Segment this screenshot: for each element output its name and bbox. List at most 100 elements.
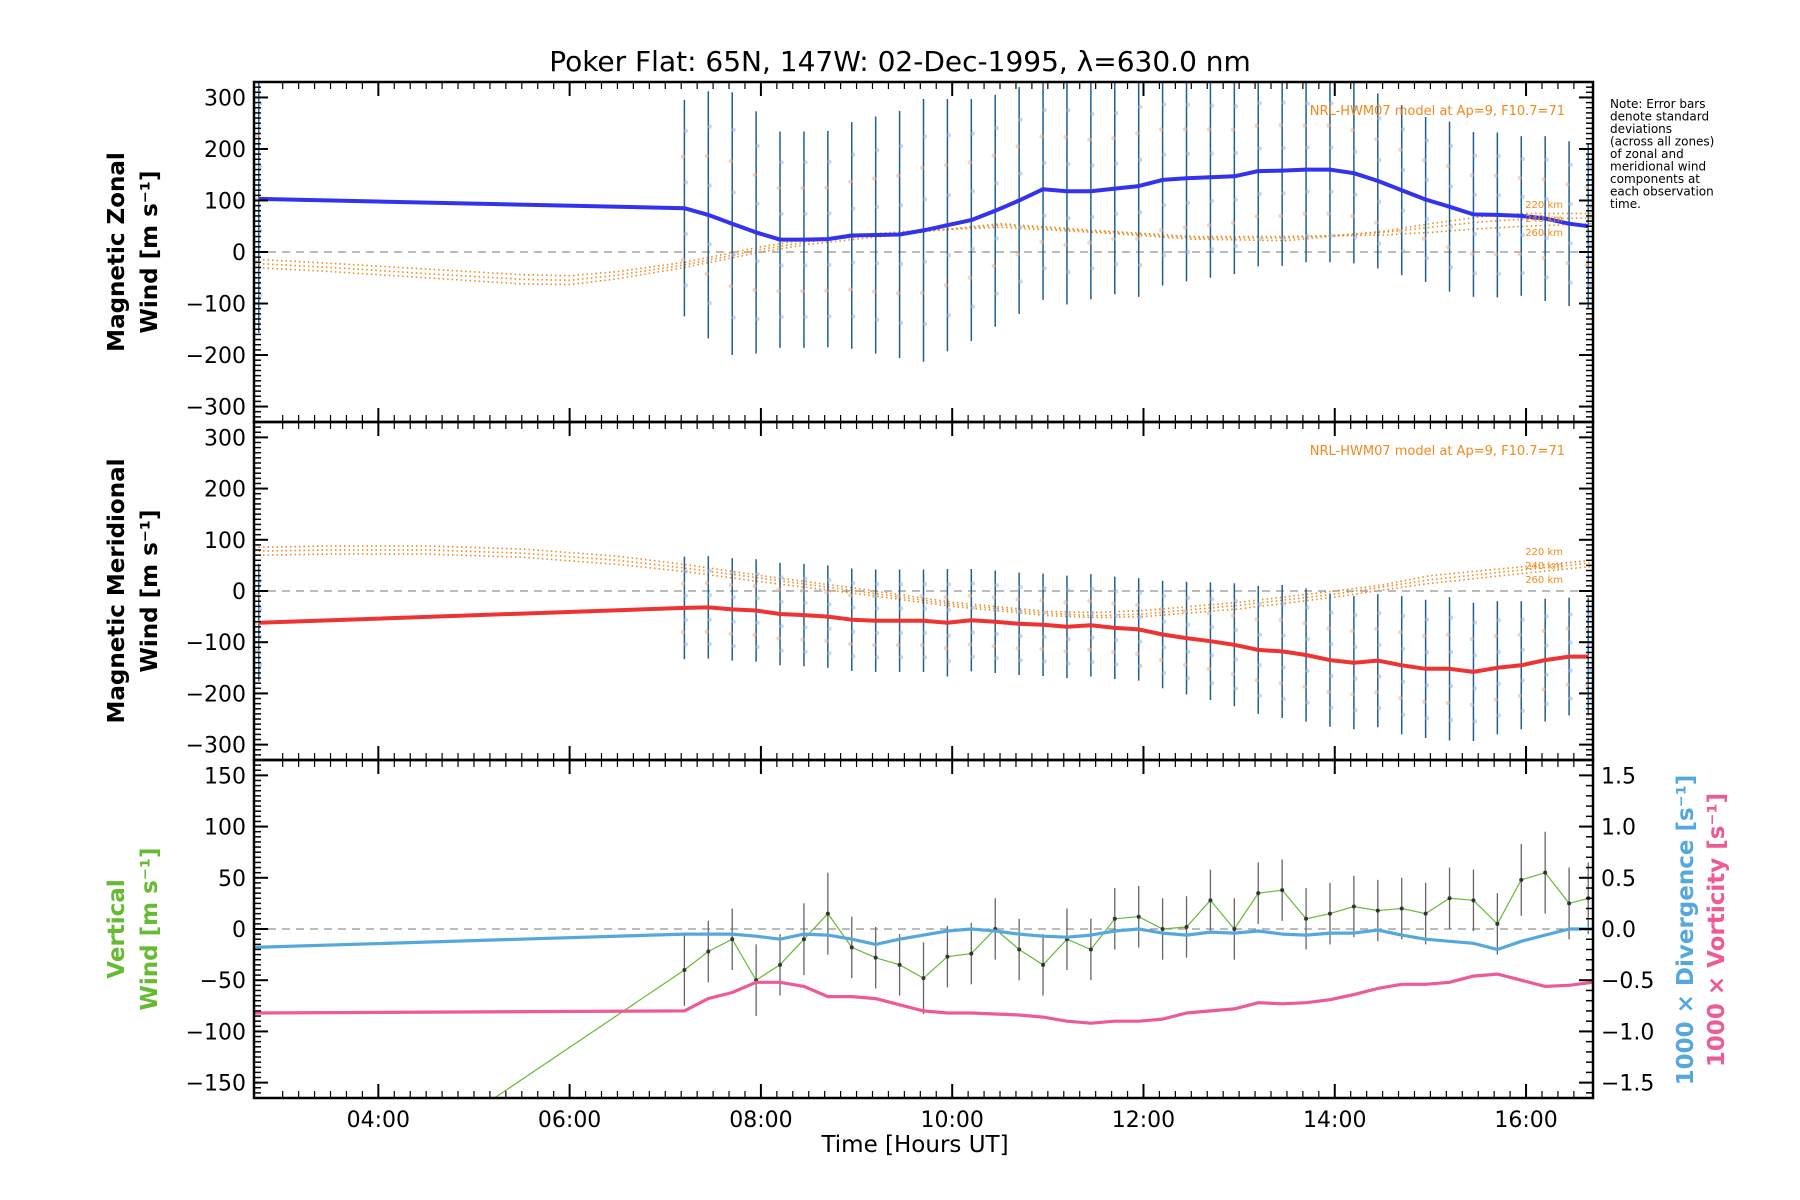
zone-sample bbox=[919, 594, 925, 599]
vertical-point bbox=[825, 911, 830, 916]
zone-sample bbox=[779, 624, 784, 629]
zone-sample bbox=[943, 594, 949, 600]
zone-sample bbox=[1587, 165, 1592, 170]
vertical-point bbox=[1232, 927, 1237, 931]
divergence-line bbox=[254, 927, 1593, 952]
zone-sample bbox=[1421, 158, 1427, 163]
zone-sample bbox=[994, 125, 999, 131]
zone-sample bbox=[1137, 590, 1143, 596]
zone-sample bbox=[827, 159, 832, 165]
zone-sample bbox=[1209, 653, 1215, 658]
x-tick-label: 04:00 bbox=[347, 1108, 410, 1133]
zone-sample bbox=[1305, 233, 1310, 239]
zone-sample bbox=[1401, 167, 1406, 173]
zone-sample bbox=[1584, 184, 1589, 190]
zone-sample bbox=[731, 127, 736, 133]
vertical-point bbox=[1543, 870, 1548, 875]
zone-sample bbox=[1398, 630, 1403, 635]
zone-sample bbox=[898, 630, 904, 636]
zone-sample bbox=[1377, 157, 1382, 163]
zone-sample bbox=[1544, 235, 1549, 241]
zone-sample bbox=[848, 641, 853, 647]
zone-sample bbox=[895, 291, 901, 296]
zone-sample bbox=[946, 253, 952, 258]
zone-sample bbox=[824, 185, 829, 190]
zone-sample bbox=[707, 592, 713, 598]
vertical-point bbox=[682, 967, 687, 972]
zone-sample bbox=[1090, 610, 1095, 616]
zone-sample bbox=[874, 261, 880, 266]
zone-sample bbox=[1090, 163, 1095, 168]
zone-sample bbox=[943, 162, 949, 168]
zone-sample bbox=[994, 236, 999, 241]
x-tick-label: 16:00 bbox=[1494, 1108, 1557, 1133]
zone-sample bbox=[1015, 597, 1020, 602]
zone-sample bbox=[803, 314, 808, 320]
zone-sample bbox=[1233, 150, 1239, 156]
zone-sample bbox=[1401, 712, 1406, 717]
zone-sample bbox=[1377, 642, 1382, 647]
zone-sample bbox=[1377, 241, 1382, 246]
zone-sample bbox=[731, 619, 736, 624]
zone-sample bbox=[776, 185, 781, 191]
zone-sample bbox=[1541, 255, 1546, 260]
y-axis-label-line: Wind [m s⁻¹] bbox=[137, 171, 163, 334]
zone-sample bbox=[1445, 700, 1451, 706]
zone-sample bbox=[704, 629, 710, 634]
zone-sample bbox=[1305, 101, 1310, 106]
zone-sample bbox=[994, 291, 999, 296]
zone-sample bbox=[1281, 633, 1286, 638]
zone-sample bbox=[1114, 211, 1119, 216]
zone-sample bbox=[755, 596, 760, 601]
zone-sample bbox=[1544, 614, 1549, 619]
zone-sample bbox=[752, 583, 757, 589]
zone-sample bbox=[824, 288, 829, 293]
altitude-label: 220 km bbox=[1525, 547, 1563, 558]
zone-sample bbox=[1472, 620, 1478, 625]
zone-sample bbox=[874, 606, 880, 611]
zone-sample bbox=[1520, 708, 1525, 714]
zone-sample bbox=[946, 132, 952, 138]
zone-sample bbox=[1230, 127, 1236, 132]
zone-sample bbox=[851, 206, 856, 211]
zone-sample bbox=[1281, 145, 1286, 151]
zone-sample bbox=[1469, 251, 1475, 256]
vertical-point bbox=[1327, 911, 1332, 916]
zone-sample bbox=[1233, 197, 1239, 202]
y-tick-label: −200 bbox=[186, 344, 246, 369]
zone-sample bbox=[1042, 213, 1047, 218]
zone-sample bbox=[1066, 636, 1071, 642]
zone-sample bbox=[1161, 253, 1167, 258]
zone-sample bbox=[895, 642, 901, 648]
zone-sample bbox=[1257, 632, 1262, 637]
zone-sample bbox=[1182, 662, 1188, 668]
zone-sample bbox=[752, 632, 757, 638]
zone-sample bbox=[1039, 239, 1044, 245]
zone-sample bbox=[970, 246, 976, 252]
zone-sample bbox=[967, 160, 973, 165]
zone-sample bbox=[1015, 252, 1020, 257]
vorticity-axis-label: 1000 × Vorticity [s⁻¹] bbox=[1704, 793, 1730, 1067]
zone-sample bbox=[1063, 135, 1068, 140]
zone-sample bbox=[1278, 213, 1283, 219]
zone-sample bbox=[1206, 667, 1212, 672]
zone-sample bbox=[1042, 586, 1047, 591]
zone-sample bbox=[1472, 686, 1478, 691]
zone-sample bbox=[1161, 670, 1167, 676]
zone-sample bbox=[1329, 642, 1334, 647]
zone-sample bbox=[1137, 157, 1143, 162]
zone-sample bbox=[755, 644, 760, 650]
zone-sample bbox=[848, 287, 853, 292]
zone-sample bbox=[946, 607, 952, 613]
y-axis-label-line: Wind [m s⁻¹] bbox=[137, 510, 163, 673]
zone-sample bbox=[680, 257, 686, 262]
zone-sample bbox=[919, 165, 925, 171]
zone-sample bbox=[1042, 266, 1047, 271]
zone-sample bbox=[1544, 157, 1549, 162]
zone-sample bbox=[707, 301, 713, 306]
zone-sample bbox=[1015, 144, 1020, 149]
zone-sample bbox=[1161, 102, 1167, 107]
zone-sample bbox=[1209, 624, 1215, 630]
zone-sample bbox=[1496, 618, 1502, 623]
